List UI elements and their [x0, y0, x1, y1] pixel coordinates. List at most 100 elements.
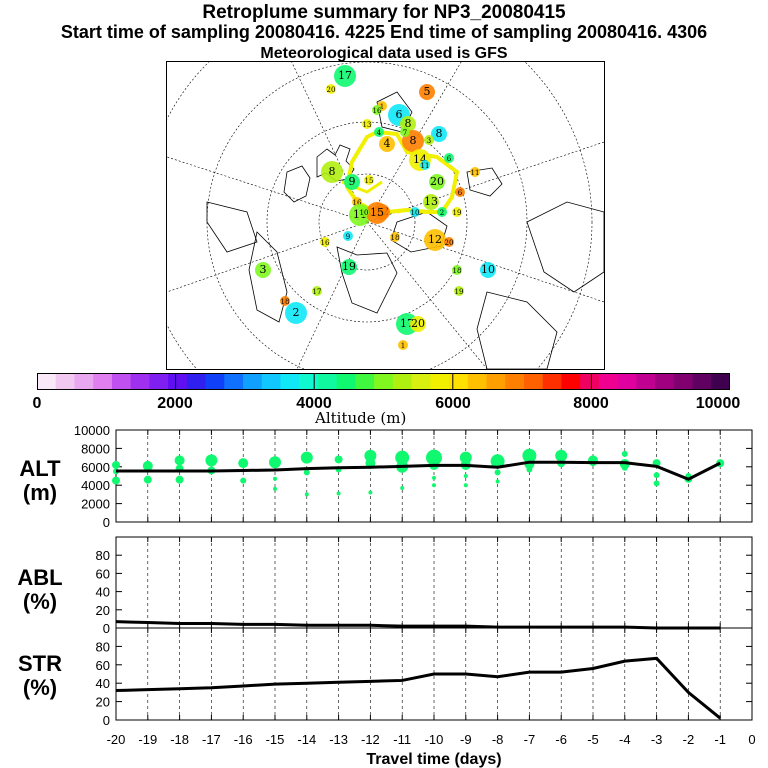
plume-dot-label: 3: [427, 137, 431, 145]
plume-dot: [344, 174, 360, 190]
x-tick-label: -1: [714, 732, 726, 747]
x-tick-label: -14: [297, 732, 316, 747]
colorbar-swatch: [74, 373, 94, 390]
plume-dot: [429, 174, 445, 190]
colorbar-tick-2000: 2000: [157, 395, 193, 412]
plume-dot-label: 19: [455, 288, 464, 296]
plume-dot: [454, 286, 464, 296]
alt-point: [555, 449, 568, 462]
colorbar-swatch: [617, 373, 637, 390]
alt-row-label-unit: (m): [22, 480, 58, 505]
median-altitude-line: [116, 460, 721, 481]
alt-point: [304, 492, 309, 497]
alt-point: [653, 480, 660, 487]
x-tick-label: -19: [138, 732, 157, 747]
plume-dot: [320, 237, 330, 247]
colorbar-swatch: [186, 373, 207, 390]
colorbar-swatch: [598, 373, 619, 390]
plume-dot-label: 15: [370, 206, 384, 219]
x-tick-label: -13: [329, 732, 348, 747]
colorbar-swatch: [355, 373, 375, 390]
y-tick-label: 2000: [81, 497, 110, 512]
alt-row-label-top: ALT: [19, 456, 61, 481]
y-tick-label: 0: [103, 621, 110, 636]
abl-row-label-unit: (%): [22, 589, 58, 614]
colorbar-swatch: [430, 373, 450, 390]
plume-dot: [280, 296, 290, 306]
colorbar-swatch: [542, 373, 562, 390]
alt-point: [336, 491, 341, 496]
alt-point: [432, 483, 436, 488]
plume-dot-label: 8: [405, 117, 412, 130]
x-tick-label: -11: [393, 732, 411, 747]
colorbar-tick-0: 0: [32, 395, 42, 412]
plume-dot-label: 8: [410, 134, 417, 147]
colorbar-swatch: [111, 373, 132, 390]
plume-dot-label: 8: [436, 127, 443, 140]
plume-dot-label: 13: [363, 121, 372, 129]
sampling-times: Start time of sampling 20080416. 4225 En…: [60, 22, 708, 42]
plume-dot: [452, 207, 462, 217]
series-line: [115, 656, 722, 720]
y-tick-label: 60: [96, 658, 110, 673]
alt-point: [522, 448, 537, 463]
colorbar-swatch: [37, 373, 57, 390]
plume-dot-label: 10: [411, 209, 420, 217]
alt-point: [432, 475, 436, 480]
str-row-label-top: STR: [18, 651, 62, 676]
plume-dot-label: 15: [365, 177, 374, 185]
polar-map: 1720151668413487836141162011891516121110…: [166, 61, 605, 370]
alt-point: [365, 458, 376, 469]
str-row-label-unit: (%): [22, 675, 58, 700]
x-tick-label: -10: [425, 732, 444, 747]
plume-dot-label: 17: [338, 69, 352, 82]
panel-0: 0 2000 4000 6000 8000 10000: [74, 423, 753, 530]
plume-dot: [374, 127, 384, 137]
plume-dot-label: 9: [346, 233, 350, 241]
alt-point: [364, 449, 377, 462]
plume-dot: [364, 175, 374, 185]
colorbar-tick-4000: 4000: [296, 395, 332, 412]
x-axis-label: Travel time (days): [366, 751, 501, 768]
colorbar-label: Altitude (m): [315, 409, 407, 427]
plume-dot-label: 20: [327, 86, 336, 94]
alt-point: [490, 454, 505, 469]
plume-dot-label: 17: [313, 288, 322, 296]
y-tick-label: 40: [96, 676, 110, 691]
plume-dot: [362, 119, 372, 129]
y-tick-label: 6000: [81, 460, 110, 475]
plume-dot: [470, 167, 480, 177]
alt-point: [238, 458, 249, 469]
plume-dot-label: 3: [260, 263, 267, 276]
y-tick-label: 4000: [81, 478, 110, 493]
colorbar-swatch: [636, 373, 656, 390]
colorbar-swatch: [149, 373, 169, 390]
plume-dot-label: 16: [321, 239, 330, 247]
colorbar-swatch: [392, 373, 413, 390]
alt-point: [143, 475, 152, 484]
colorbar-tick-6000: 6000: [435, 395, 471, 412]
plume-dot-label: 18: [281, 298, 290, 306]
plume-dot: [410, 207, 420, 217]
alt-point: [426, 449, 442, 466]
plume-dot-label: 9: [349, 175, 356, 188]
colorbar-swatch: [411, 373, 431, 390]
alt-point: [269, 456, 281, 469]
colorbar-swatch: [486, 373, 506, 390]
met-data-note: Meteorological data used is GFS: [260, 45, 508, 62]
colorbar-swatch: [467, 373, 488, 390]
plume-dot-label: 2: [293, 306, 300, 319]
plume-dot: [341, 259, 357, 275]
plume-dot-label: 16: [373, 107, 382, 115]
colorbar-swatch: [93, 373, 113, 390]
colorbar-swatch: [55, 373, 75, 390]
plume-dot: [423, 194, 439, 210]
plume-dot-label: 16: [353, 199, 362, 207]
plume-dot: [420, 160, 430, 170]
alt-point: [303, 469, 310, 476]
y-tick-label: 8000: [81, 441, 110, 456]
plume-dot: [390, 232, 400, 242]
plume-dot-label: 4: [377, 129, 382, 137]
abl-row-label: ABL (%): [0, 566, 80, 614]
